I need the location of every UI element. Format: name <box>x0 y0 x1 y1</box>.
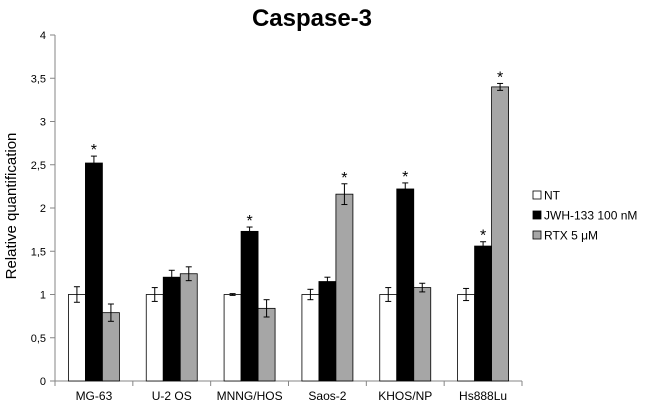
bar-0 <box>68 294 86 382</box>
x-tick-label: U-2 OS <box>152 389 192 403</box>
x-tick-label: Saos-2 <box>308 389 346 403</box>
bar-1 <box>240 230 259 382</box>
bar-2 <box>413 287 432 382</box>
bar-2 <box>257 307 276 382</box>
x-tick-label: KHOS/NP <box>378 389 432 403</box>
legend-label-1: JWH-133 100 nM <box>544 209 637 223</box>
x-tick-label: Hs888Lu <box>459 389 507 403</box>
legend-label-2: RTX 5 μM <box>544 229 598 243</box>
y-tick-label: 2,5 <box>31 160 46 172</box>
x-tick-label: MNNG/HOS <box>217 389 283 403</box>
bar-1 <box>474 245 492 382</box>
axes: 0 0,5 1 1,5 2 2,5 3 3,5 4 MG-63 U-2 OS MNNG/HOS Saos… <box>31 30 523 403</box>
y-tick-label: 3,5 <box>31 73 46 85</box>
bar-1 <box>318 281 337 382</box>
y-tick-label: 0,5 <box>31 333 46 345</box>
chart-title: Caspase-3 <box>252 5 372 32</box>
y-tick-label: 3 <box>40 117 46 129</box>
bars: * * * * * * <box>68 69 509 382</box>
bar-1 <box>396 188 415 382</box>
y-tick-label: 1,5 <box>31 246 46 258</box>
significance-marker: * <box>91 142 97 159</box>
legend-swatch-1 <box>532 210 542 220</box>
legend: NT JWH-133 100 nM RTX 5 μM <box>532 189 637 243</box>
y-tick-label: 4 <box>40 30 46 42</box>
x-tick-label: MG-63 <box>76 389 113 403</box>
bar-2 <box>491 86 509 382</box>
legend-swatch-2 <box>532 230 542 240</box>
bar-1 <box>85 162 103 382</box>
y-axis-label: Relative quantification <box>3 133 20 280</box>
bar-2 <box>335 193 354 382</box>
significance-marker: * <box>497 69 503 86</box>
bar-1 <box>162 276 181 382</box>
significance-marker: * <box>246 213 252 230</box>
y-tick-label: 0 <box>40 376 46 388</box>
legend-label-0: NT <box>544 189 561 203</box>
significance-marker: * <box>341 170 347 187</box>
bar-0 <box>457 294 475 382</box>
bar-2 <box>179 273 198 382</box>
bar-0 <box>223 294 242 382</box>
y-tick-label: 1 <box>40 290 46 302</box>
significance-marker: * <box>402 169 408 186</box>
bar-0 <box>379 294 398 382</box>
significance-marker: * <box>480 228 486 245</box>
bar-2 <box>102 312 120 382</box>
y-tick-label: 2 <box>40 203 46 215</box>
bar-0 <box>145 294 164 382</box>
legend-swatch-0 <box>532 190 542 200</box>
bar-0 <box>301 294 320 382</box>
